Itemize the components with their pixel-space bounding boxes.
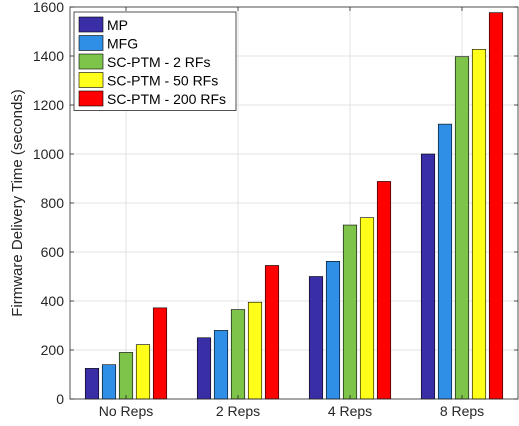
bar	[247, 301, 263, 400]
bar	[152, 307, 168, 400]
bar	[437, 123, 453, 400]
legend-swatch	[78, 90, 104, 107]
y-tick-label: 1400	[33, 48, 64, 64]
legend-swatch	[78, 16, 104, 33]
legend-label: SC-PTM - 2 RFs	[107, 54, 210, 70]
bar	[135, 344, 151, 400]
bar	[213, 330, 229, 400]
x-tick-label: 2 Reps	[216, 403, 260, 419]
legend-label: MP	[107, 17, 128, 33]
bar	[118, 352, 134, 400]
legend-label: SC-PTM - 50 RFs	[107, 73, 218, 89]
y-tick-labels: 0 200 400 600 800 1000 1200 1400 1600	[33, 0, 64, 407]
bar	[420, 153, 436, 400]
bar	[325, 261, 341, 400]
bar	[196, 337, 212, 400]
x-tick-labels: No Reps 2 Reps 4 Reps 8 Reps	[99, 403, 484, 419]
y-tick-label: 800	[41, 195, 65, 211]
bar	[84, 368, 100, 400]
bar	[308, 276, 324, 400]
axes-group	[69, 6, 519, 400]
legend-label: SC-PTM - 200 RFs	[107, 91, 226, 107]
y-tick-label: 1200	[33, 97, 64, 113]
x-tick-label: No Reps	[99, 403, 153, 419]
bar	[264, 265, 280, 400]
legend-swatch	[78, 72, 104, 88]
legend-swatch	[78, 35, 104, 51]
y-tick-label: 1000	[33, 146, 64, 162]
bar	[454, 56, 470, 400]
y-tick-label: 400	[41, 293, 65, 309]
y-tick-label: 1600	[33, 0, 64, 15]
x-tick-label: 4 Reps	[328, 403, 372, 419]
legend: MP MFG SC-PTM - 2 RFs SC-PTM - 50 RFs SC-PTM…	[73, 11, 237, 111]
bar	[376, 181, 392, 400]
bar	[342, 224, 358, 400]
y-tick-label: 200	[41, 342, 65, 358]
bar	[230, 309, 246, 400]
bars-group	[84, 12, 504, 400]
bar	[101, 364, 117, 400]
bar	[359, 217, 375, 400]
y-axis-title: Firmware Delivery Time (seconds)	[9, 89, 26, 317]
x-tick-label: 8 Reps	[440, 403, 484, 419]
legend-label: MFG	[107, 36, 138, 52]
y-tick-label: 0	[56, 391, 64, 407]
bar	[488, 12, 504, 400]
bar	[471, 49, 487, 400]
legend-swatch	[78, 53, 104, 70]
y-tick-label: 600	[41, 244, 65, 260]
